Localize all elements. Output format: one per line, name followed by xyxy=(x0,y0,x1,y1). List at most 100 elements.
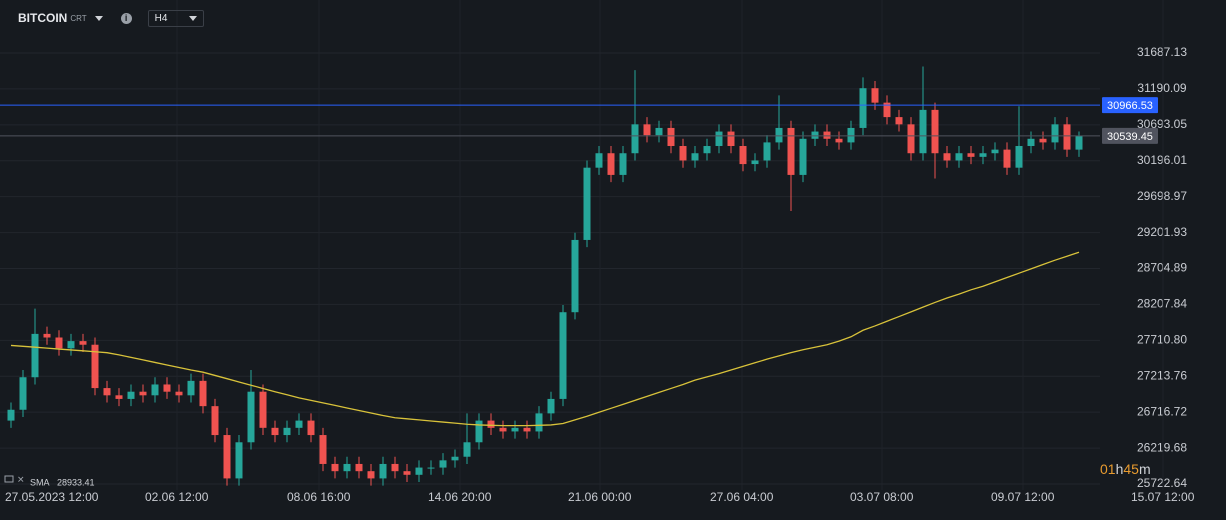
candle-body xyxy=(1027,138,1035,147)
candle-body xyxy=(775,127,783,143)
candle-body xyxy=(79,341,87,345)
x-tick-label: 14.06 20:00 xyxy=(428,490,492,504)
candle-body xyxy=(907,124,915,154)
candle-body xyxy=(583,167,591,240)
candle-body xyxy=(703,146,711,154)
price-label: 30966.53 xyxy=(1107,100,1153,112)
candle-body xyxy=(187,380,195,396)
candle-body xyxy=(295,420,303,428)
candle-body xyxy=(1003,149,1011,168)
candle-body xyxy=(679,146,687,161)
timer-minutes-unit: m xyxy=(1139,461,1151,477)
candle-body xyxy=(259,391,267,428)
candle-body xyxy=(511,427,519,432)
candle-body xyxy=(823,131,831,139)
y-tick-label: 27710.80 xyxy=(1137,333,1187,347)
candle-body xyxy=(487,420,495,428)
candle-body xyxy=(67,341,75,349)
legend-icon xyxy=(4,475,14,483)
candle-body xyxy=(307,420,315,436)
candle-body xyxy=(103,388,111,396)
y-tick-label: 26219.68 xyxy=(1137,440,1187,454)
y-tick-label: 31190.09 xyxy=(1137,81,1186,95)
candle-body xyxy=(943,153,951,161)
y-tick-label: 30196.01 xyxy=(1137,153,1187,167)
candle-body xyxy=(931,109,939,154)
candle-body xyxy=(271,427,279,436)
symbol-dropdown[interactable] xyxy=(94,15,103,21)
candle-body xyxy=(175,391,183,396)
candle-body xyxy=(967,153,975,157)
candle-body xyxy=(691,153,699,161)
candle-body xyxy=(643,124,651,136)
sma-line xyxy=(10,251,1080,427)
price-label-box xyxy=(1102,97,1158,114)
symbol-suffix: CRT xyxy=(70,13,87,23)
timer-hours: 01 xyxy=(1100,461,1116,477)
timeframe: H4 xyxy=(154,12,168,24)
timer-hours-unit: h xyxy=(1116,461,1124,477)
y-tick-label: 29201.93 xyxy=(1137,225,1187,239)
x-tick-label: 08.06 16:00 xyxy=(287,490,351,504)
header: BITCOIN CRT i H4 xyxy=(18,8,205,28)
candle-body xyxy=(391,463,399,472)
candle-body xyxy=(415,467,423,475)
candle-body xyxy=(847,127,855,143)
candle-body xyxy=(1039,138,1047,143)
candle-body xyxy=(883,102,891,118)
legend-value: 28933.41 xyxy=(57,477,95,487)
candle-body xyxy=(547,398,555,414)
candle-body xyxy=(835,138,843,143)
candle-body xyxy=(463,442,471,457)
candle-body xyxy=(739,146,747,165)
candle-body xyxy=(343,463,351,472)
candle-body xyxy=(403,471,411,475)
y-tick-label: 26716.72 xyxy=(1137,404,1187,418)
x-tick-label: 02.06 12:00 xyxy=(145,490,209,504)
candle-body xyxy=(223,435,231,479)
candle-body xyxy=(475,420,483,443)
candle-body xyxy=(859,88,867,128)
candle-body xyxy=(19,377,27,410)
info-icon[interactable]: i xyxy=(120,12,132,24)
legend-close[interactable]: ✕ xyxy=(17,474,25,484)
symbol[interactable]: BITCOIN xyxy=(18,11,68,25)
candle-body xyxy=(1075,135,1083,150)
sma-legend: ✕ SMA 28933.41 xyxy=(4,474,95,487)
candle-body xyxy=(727,131,735,147)
x-tick-label: 03.07 08:00 xyxy=(850,490,914,504)
candle-body xyxy=(655,127,663,136)
candle-body xyxy=(31,333,39,378)
candle-body xyxy=(895,117,903,125)
x-tick-label: 15.07 12:00 xyxy=(1131,490,1195,504)
candle-body xyxy=(1051,124,1059,143)
y-tick-label: 27213.76 xyxy=(1137,368,1187,382)
candle-body xyxy=(451,456,459,461)
timeframe-select[interactable]: H4 xyxy=(147,9,205,27)
timeframe-caret xyxy=(189,15,198,21)
candle-body xyxy=(763,142,771,161)
candle-body xyxy=(367,471,375,479)
candle-body xyxy=(355,463,363,472)
y-tick-label: 28207.84 xyxy=(1137,297,1187,311)
y-tick-label: 29698.97 xyxy=(1137,189,1187,203)
candle-body xyxy=(43,333,51,338)
candle-body xyxy=(991,149,999,154)
x-tick-label: 09.07 12:00 xyxy=(991,490,1055,504)
x-tick-label: 27.06 04:00 xyxy=(710,490,774,504)
candle-body xyxy=(151,384,159,396)
y-tick-label: 31687.13 xyxy=(1137,45,1187,59)
candle-body xyxy=(7,409,15,421)
y-tick-label: 28704.89 xyxy=(1137,261,1187,275)
price-label: 30539.45 xyxy=(1107,131,1153,143)
candle-body xyxy=(331,463,339,472)
candle-body xyxy=(319,435,327,464)
candle-body xyxy=(715,131,723,147)
candle-body xyxy=(283,427,291,436)
candle-body xyxy=(607,153,615,175)
candle-body xyxy=(499,427,507,432)
candle-body xyxy=(1063,124,1071,150)
candle-body xyxy=(871,88,879,103)
